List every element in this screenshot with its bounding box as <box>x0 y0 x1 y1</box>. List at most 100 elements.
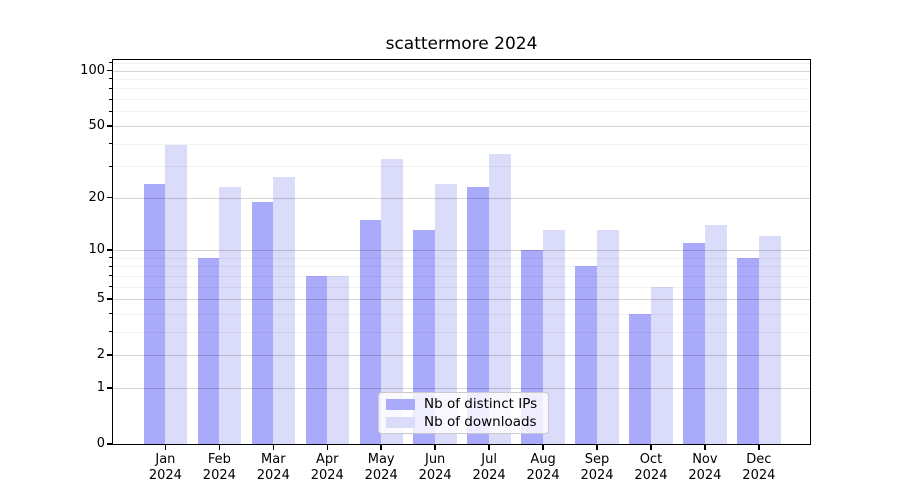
gridline-major <box>113 197 810 199</box>
y-axis-minor-tick <box>109 78 113 80</box>
x-tick-label: Apr 2024 <box>310 452 344 483</box>
x-axis-tick <box>272 444 275 450</box>
gridline-minor <box>113 166 810 168</box>
x-tick-label: Mar 2024 <box>256 452 290 483</box>
gridline-major <box>113 70 810 72</box>
x-axis-tick <box>542 444 544 450</box>
y-axis-tick <box>106 125 113 127</box>
x-axis-tick <box>434 444 436 450</box>
y-axis-minor-tick <box>109 313 113 315</box>
y-axis-tick <box>106 443 113 445</box>
bar-downloads <box>704 224 727 444</box>
gridline-minor <box>113 99 810 100</box>
y-tick-label: 50 <box>88 117 105 133</box>
y-axis-tick <box>106 354 113 356</box>
x-tick-label: Jan 2024 <box>148 452 182 483</box>
x-tick-label: Aug 2024 <box>526 452 560 483</box>
bar-distinct-ips <box>251 201 274 444</box>
gridline-minor <box>113 286 810 288</box>
gridline-minor <box>113 88 810 90</box>
gridline-minor <box>113 111 810 113</box>
x-axis-tick <box>218 444 221 450</box>
x-axis-tick <box>758 444 760 450</box>
x-tick-label: Jul 2024 <box>472 452 506 483</box>
legend-swatch-distinct-ips <box>386 398 415 410</box>
gridline-minor <box>113 257 810 259</box>
legend-item-downloads: Nb of downloads <box>386 413 548 430</box>
x-axis-tick <box>596 444 598 450</box>
gridline-minor <box>113 143 810 145</box>
bar-distinct-ips <box>737 257 759 444</box>
bar-distinct-ips <box>197 257 220 444</box>
gridline-major <box>113 299 810 300</box>
bar-distinct-ips <box>467 186 490 444</box>
y-axis-minor-tick <box>109 165 113 167</box>
y-axis-minor-tick <box>109 257 113 259</box>
x-tick-label: Feb 2024 <box>202 452 236 483</box>
x-tick-label: Dec 2024 <box>742 452 776 483</box>
gridline-minor <box>113 313 810 315</box>
bar-distinct-ips <box>683 242 705 444</box>
y-tick-label: 10 <box>88 241 105 257</box>
bar-downloads <box>435 183 457 444</box>
y-tick-label: 100 <box>80 62 105 78</box>
x-axis-tick <box>650 444 652 450</box>
gridline-minor <box>113 62 810 64</box>
y-axis-tick <box>106 69 113 72</box>
bar-distinct-ips <box>359 219 382 444</box>
gridline-major <box>113 125 810 127</box>
gridline-minor <box>113 266 810 268</box>
y-tick-label: 0 <box>96 436 105 451</box>
plot-area <box>113 60 810 444</box>
x-axis-tick <box>380 444 382 450</box>
y-axis-minor-tick <box>109 142 113 144</box>
x-axis-tick <box>164 444 167 450</box>
bar-distinct-ips <box>575 266 597 444</box>
bar-downloads <box>273 177 295 444</box>
y-axis-tick <box>106 298 113 300</box>
gridline-major <box>113 387 810 389</box>
bar-distinct-ips <box>143 183 166 444</box>
y-axis-tick <box>106 249 113 251</box>
bar-downloads <box>543 230 565 444</box>
y-axis-minor-tick <box>109 275 113 277</box>
y-axis-minor-tick <box>109 286 113 288</box>
x-axis-tick <box>488 444 490 450</box>
y-axis-minor-tick <box>109 110 113 112</box>
legend-label-downloads: Nb of downloads <box>424 413 537 430</box>
y-axis-minor-tick <box>109 87 113 89</box>
y-axis-minor-tick <box>109 331 113 333</box>
y-tick-label: 20 <box>88 189 105 205</box>
gridline-minor <box>113 78 810 80</box>
legend-label-distinct-ips: Nb of distinct IPs <box>424 395 538 412</box>
gridline-minor <box>113 331 810 333</box>
y-tick-label: 2 <box>96 347 105 363</box>
gridline-major <box>113 355 810 357</box>
legend: Nb of distinct IPs Nb of downloads <box>378 392 549 434</box>
bar-downloads <box>327 275 349 444</box>
x-tick-label: May 2024 <box>364 452 398 483</box>
gridline-minor <box>113 275 810 277</box>
y-axis-minor-tick <box>109 98 113 100</box>
bar-distinct-ips <box>305 275 328 444</box>
y-tick-label: 5 <box>96 290 105 306</box>
bar-downloads <box>219 186 242 444</box>
bar-downloads <box>381 158 403 444</box>
legend-item-distinct-ips: Nb of distinct IPs <box>386 395 548 412</box>
y-axis-minor-tick <box>109 62 113 64</box>
bar-downloads <box>165 145 188 444</box>
x-tick-label: Nov 2024 <box>688 452 722 483</box>
bar-distinct-ips <box>413 230 436 444</box>
bar-downloads <box>758 236 781 444</box>
legend-swatch-downloads <box>386 416 415 428</box>
bar-downloads <box>489 154 511 444</box>
x-tick-label: Oct 2024 <box>634 452 668 483</box>
bar-distinct-ips <box>629 313 651 444</box>
gridline-major <box>113 249 810 251</box>
x-axis-tick <box>326 444 328 450</box>
y-tick-label: 1 <box>96 379 105 395</box>
bar-downloads <box>597 230 619 444</box>
y-axis-tick <box>106 196 113 199</box>
chart-title: scattermore 2024 <box>385 34 538 54</box>
